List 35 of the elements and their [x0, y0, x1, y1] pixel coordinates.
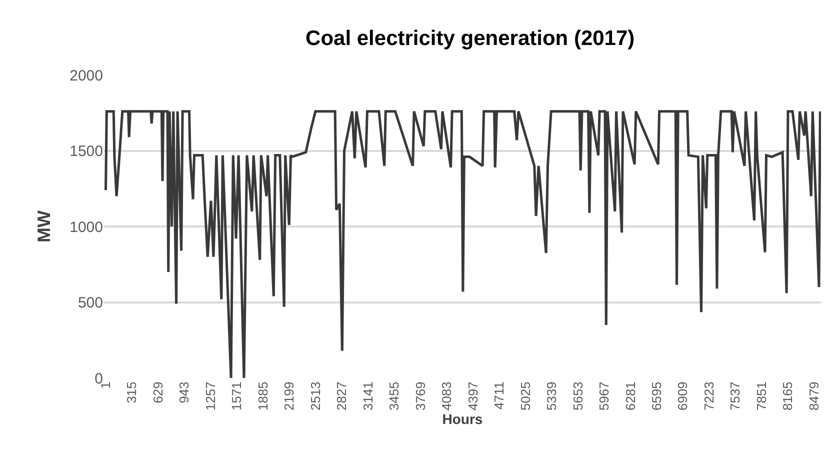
x-tick-label: 1257 [202, 382, 218, 411]
x-tick-label: 4397 [465, 382, 480, 411]
y-tick-label: 1000 [70, 218, 103, 236]
x-tick-label: 2513 [308, 382, 323, 411]
x-tick-label: 8479 [806, 382, 822, 411]
y-tick-label: 1500 [70, 143, 103, 160]
x-tick-label: 5025 [518, 382, 533, 411]
y-tick-label: 2000 [70, 67, 103, 84]
x-tick-label: 1571 [229, 382, 244, 411]
x-tick-label: 8165 [780, 382, 796, 411]
x-tick-label: 5653 [570, 382, 586, 411]
y-axis-title: MW [34, 210, 54, 242]
x-axis-title: Hours [442, 410, 483, 427]
y-tick-label: 500 [78, 294, 103, 312]
x-tick-label: 6281 [622, 382, 638, 411]
x-tick-label: 943 [176, 382, 192, 404]
x-tick-label: 5967 [596, 382, 612, 411]
x-tick-label: 6909 [675, 382, 690, 411]
x-tick-label: 2199 [282, 382, 297, 411]
x-tick-label: 5339 [544, 382, 560, 411]
x-tick-label: 7223 [701, 382, 716, 411]
x-tick-label: 315 [124, 382, 140, 404]
x-tick-label: 629 [150, 382, 166, 404]
x-tick-label: 3769 [412, 382, 428, 411]
chart-title: Coal electricity generation (2017) [306, 26, 635, 50]
x-tick-label: 6595 [649, 382, 664, 411]
x-tick-label: 4083 [439, 382, 454, 411]
x-tick-label: 2827 [334, 382, 350, 411]
x-tick-label: 4711 [492, 382, 507, 410]
x-tick-label: 7851 [754, 382, 769, 411]
x-tick-label: 1885 [255, 382, 270, 411]
x-tick-label: 7537 [728, 382, 743, 411]
x-tick-label: 3455 [386, 382, 402, 411]
x-tick-label: 3141 [360, 382, 376, 411]
line-series [104, 110, 821, 378]
